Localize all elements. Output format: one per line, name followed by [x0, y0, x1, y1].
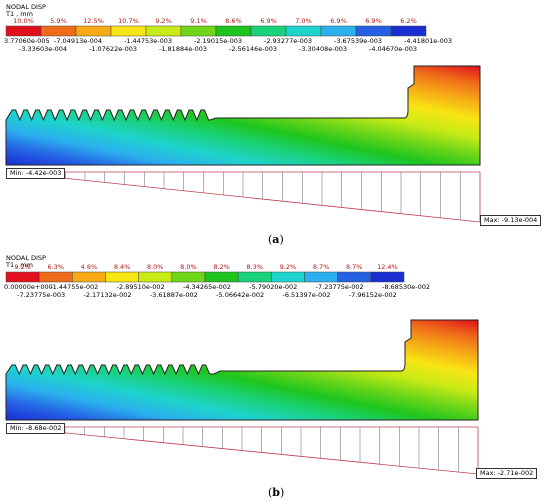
legend-swatch	[105, 271, 139, 283]
legend-percentage: 10.7%	[118, 17, 139, 25]
min-label: Min: -4.42e-003	[6, 168, 66, 179]
legend-tick-label: -2.56146e-003	[229, 45, 277, 53]
legend-percentage: 6.2%	[400, 17, 417, 25]
legend-percentage: 8.6%	[225, 17, 242, 25]
legend-tick-label: -7.23775e-002	[315, 283, 364, 291]
caption-b: (b)	[268, 486, 285, 499]
legend-tick-label: -6.51397e-002	[282, 291, 331, 299]
legend-swatch	[271, 271, 305, 283]
legend-tick-label: -7.96152e-002	[348, 291, 397, 299]
legend-swatch	[355, 25, 392, 37]
legend-tick-label: -8.68530e-002	[382, 283, 430, 291]
legend-title: NODAL DISP	[6, 254, 46, 262]
legend-colorbar	[5, 271, 405, 283]
legend-tick-label: -4.34265e-002	[183, 283, 231, 291]
legend-tick-label: -3.67539e-003	[334, 37, 382, 45]
legend-percentage: 9.2%	[279, 263, 297, 271]
legend-swatch	[337, 271, 372, 283]
legend-tick-label: -7.04913e-004	[54, 37, 102, 45]
max-label: Max: -2.71e-002	[476, 468, 538, 479]
legend-tick-label: -2.89510e-002	[116, 283, 165, 291]
legend-percentage: 8.0%	[180, 263, 197, 271]
legend-unit: T1 , mm	[6, 10, 33, 18]
legend-tick-label: -4.04670e-003	[369, 45, 417, 53]
legend-swatch	[72, 271, 106, 283]
legend-percentage: 4.6%	[80, 263, 98, 271]
legend-swatch	[110, 25, 147, 37]
fea-plot-b	[5, 271, 479, 475]
legend-tick-label: -5.06642e-002	[216, 291, 265, 299]
legend-percentage: 9.2%	[14, 263, 31, 271]
legend-percentage: 6.3%	[47, 263, 64, 271]
min-label: Min: -8.68e-002	[6, 423, 66, 434]
legend-tick-label: 3.77060e-005	[4, 37, 50, 45]
legend-swatch	[304, 271, 338, 283]
legend-swatch	[145, 25, 182, 37]
legend-percentage: 9.1%	[190, 17, 207, 25]
threaded-part-mesh	[5, 319, 479, 421]
figure-panel-b: NODAL DISP T1 , mm 9.2% 6.3% 4.6% 8.4% 8.0% 8…	[0, 252, 550, 504]
legend-swatch	[370, 271, 405, 283]
legend-percentage: 8.7%	[312, 263, 330, 271]
legend-tick-label: -1.07622e-003	[89, 45, 137, 53]
legend-swatch	[138, 271, 173, 283]
legend-colorbar	[5, 25, 427, 37]
legend-tick-label: 0.00000e+000	[4, 283, 53, 291]
legend-tick-label: -3.30408e-003	[299, 45, 347, 53]
legend-swatch	[215, 25, 252, 37]
legend-percentage: 12.4%	[377, 263, 398, 271]
legend-percentage: 6.9%	[365, 17, 382, 25]
legend-percentage: 8.0%	[146, 263, 164, 271]
legend-percentage: 5.9%	[50, 17, 67, 25]
legend-swatch	[40, 25, 77, 37]
max-label: Max: -9.13e-004	[480, 215, 542, 226]
legend-unit: T1 , mm	[6, 261, 33, 269]
load-distribution	[5, 426, 479, 475]
legend-percentage: 12.5%	[83, 17, 104, 25]
legend-title: NODAL DISP	[6, 3, 46, 11]
legend-percentage: 7.0%	[295, 17, 312, 25]
legend-swatch	[320, 25, 357, 37]
legend-percentage: 10.0%	[13, 17, 34, 25]
legend-tick-label: -2.17132e-002	[83, 291, 132, 299]
legend-tick-label: -1.81884e-003	[159, 45, 207, 53]
legend-swatch	[38, 271, 73, 283]
load-distribution	[5, 171, 481, 223]
legend-swatch	[204, 271, 239, 283]
threaded-part-mesh	[5, 65, 481, 166]
legend-percentage: 6.9%	[330, 17, 347, 25]
legend-tick-label: -5.79020e-002	[249, 283, 298, 291]
legend-swatch	[237, 271, 272, 283]
legend-swatch	[180, 25, 217, 37]
legend-tick-label: -2.19015e-003	[194, 37, 242, 45]
legend-percentage: 6.9%	[260, 17, 277, 25]
legend-swatch	[171, 271, 206, 283]
legend-swatch	[390, 25, 427, 37]
legend-percentage: 8.2%	[213, 263, 230, 271]
legend-percentage: 8.3%	[246, 263, 263, 271]
legend-percentage: 9.2%	[155, 17, 172, 25]
legend-swatch	[5, 25, 42, 37]
legend-swatch	[5, 271, 40, 283]
legend-percentage: 8.4%	[113, 263, 131, 271]
legend-tick-label: -3.61887e-002	[149, 291, 198, 299]
legend-tick-label: -4.41801e-003	[404, 37, 452, 45]
caption-a: (a)	[268, 233, 284, 246]
legend-tick-label: -1.44753e-003	[124, 37, 172, 45]
legend-percentage: 8.7%	[345, 263, 363, 271]
figure-panel-a: NODAL DISP T1 , mm 10.0% 5.9% 12.5% 10.7% 9.…	[4, 3, 542, 246]
legend-tick-label: -3.33603e-004	[19, 45, 67, 53]
legend-tick-label: -1.44755e-002	[50, 283, 99, 291]
legend-tick-label: -7.23775e-003	[17, 291, 66, 299]
fea-plot-a	[5, 25, 481, 223]
legend-swatch	[75, 25, 112, 37]
legend-tick-label: -2.93277e-003	[264, 37, 312, 45]
legend-swatch	[250, 25, 287, 37]
legend-swatch	[285, 25, 322, 37]
